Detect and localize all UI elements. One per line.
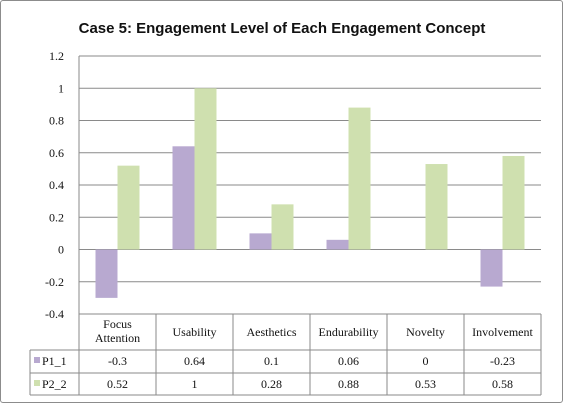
bar-p2-2 (194, 88, 217, 250)
x-tick-label: Focus Attention (95, 317, 140, 345)
legend-swatch (34, 357, 40, 363)
y-tick-label: 1.2 (49, 49, 64, 63)
bar-p2-2 (117, 165, 140, 250)
x-tick-label: Involvement (472, 325, 533, 339)
data-label: 0.52 (107, 377, 128, 391)
data-table: Focus Attention Usability Aesthetics Endurab… (29, 313, 542, 396)
y-tick-label: 0.2 (49, 210, 64, 224)
bar-p2-2 (502, 155, 525, 250)
bar-p1-1 (172, 146, 195, 250)
data-label: -0.23 (490, 354, 515, 368)
legend-label: P2_2 (42, 377, 67, 391)
y-tick-label: -0.4 (45, 307, 64, 321)
data-label: 0.06 (338, 354, 359, 368)
y-tick-label: -0.2 (45, 275, 64, 289)
chart-title: Case 5: Engagement Level of Each Engagem… (79, 20, 486, 37)
y-tick-label: 0.8 (49, 114, 64, 128)
y-axis-ticks: 1.2 1 0.8 0.6 0.4 0.2 0 -0.2 -0.4 (45, 49, 64, 321)
y-tick-label: 0 (58, 243, 64, 257)
data-label: 0.88 (338, 377, 359, 391)
data-label: 0.1 (264, 354, 279, 368)
x-tick-label: Novelty (406, 325, 445, 339)
y-tick-label: 1 (58, 81, 64, 95)
data-label: -0.3 (108, 354, 127, 368)
gridlines (78, 55, 541, 315)
data-label: 1 (192, 377, 198, 391)
bar-p2-2 (425, 164, 448, 250)
data-label: 0.53 (415, 377, 436, 391)
bar-p1-1 (95, 249, 118, 298)
bars (95, 88, 525, 298)
bar-p2-2 (348, 107, 371, 250)
x-tick-label: Aesthetics (247, 325, 297, 339)
legend-label: P1_1 (42, 354, 67, 368)
bar-p1-1 (326, 239, 349, 250)
data-label: 0.64 (184, 354, 205, 368)
x-tick-label: Usability (173, 325, 217, 339)
data-label: 0 (423, 354, 429, 368)
y-tick-label: 0.4 (49, 178, 64, 192)
bar-p1-1 (480, 249, 503, 287)
data-label: 0.28 (261, 377, 282, 391)
y-tick-label: 0.6 (49, 146, 64, 160)
bar-p1-1 (249, 233, 272, 250)
bar-p2-2 (271, 204, 294, 250)
legend-swatch (34, 380, 40, 386)
x-tick-label: Endurability (319, 325, 379, 339)
data-label: 0.58 (492, 377, 513, 391)
